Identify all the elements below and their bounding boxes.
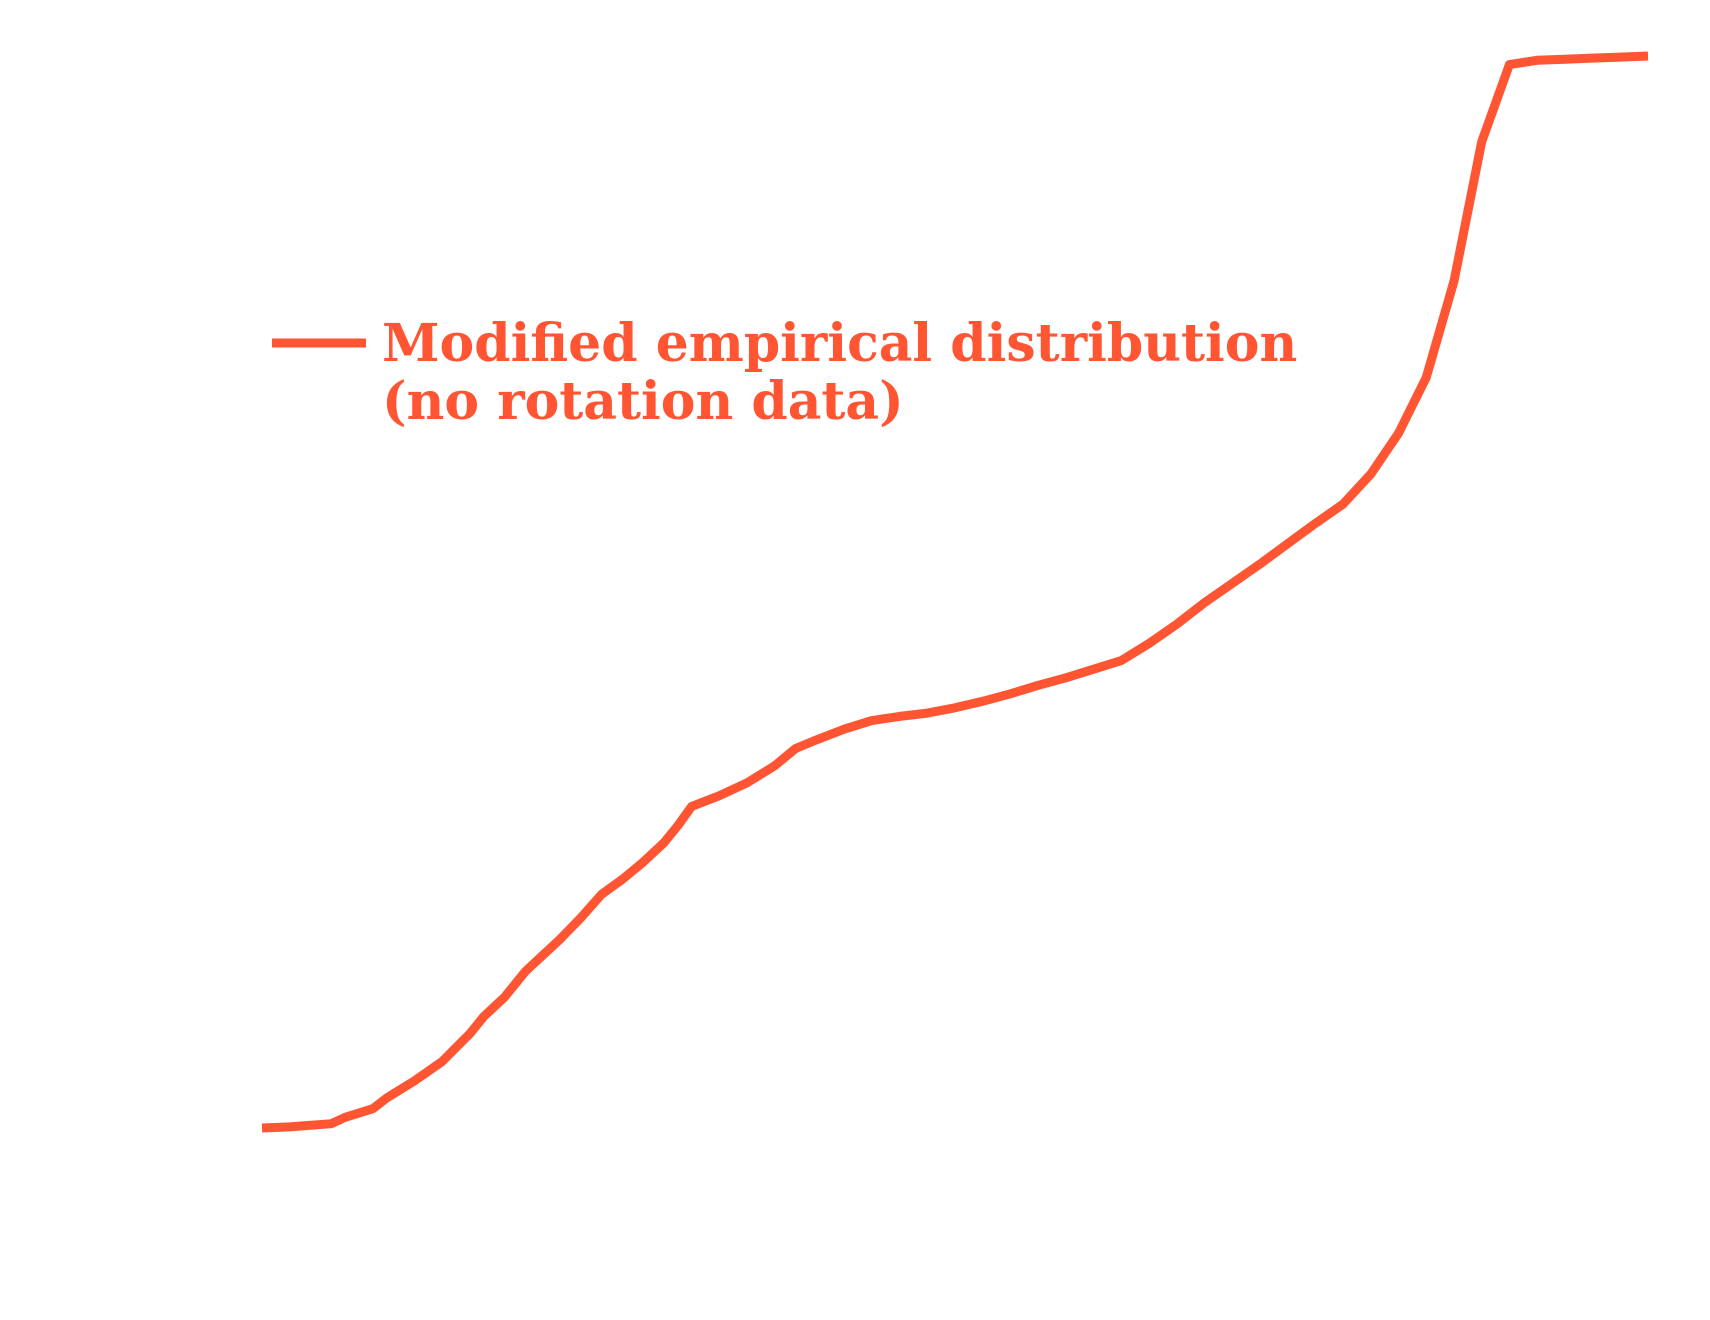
series-line-0 bbox=[261, 51, 1649, 1133]
series-layer bbox=[261, 51, 1649, 1133]
legend: Modified empirical distribution (no rota… bbox=[272, 313, 1297, 432]
legend-label-line-1: Modified empirical distribution bbox=[382, 313, 1297, 374]
legend-label-line-2: (no rotation data) bbox=[382, 371, 904, 432]
